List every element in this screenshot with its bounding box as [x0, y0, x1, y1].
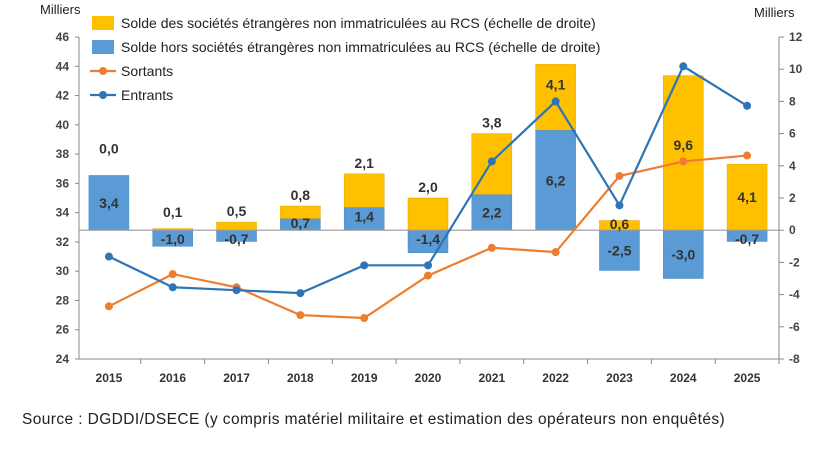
bar-label-other: -1,0: [161, 231, 185, 247]
left-tick-label: 32: [56, 235, 70, 249]
left-tick-label: 42: [56, 89, 70, 103]
legend-swatch: [92, 16, 114, 30]
point-entrants: [679, 62, 688, 71]
left-tick-label: 26: [56, 323, 70, 337]
point-sortants: [551, 248, 560, 257]
legend-label: Solde des sociétés étrangères non immatr…: [121, 15, 596, 31]
x-tick-label: 2019: [351, 371, 378, 385]
right-tick-label: 4: [789, 159, 796, 173]
left-tick-label: 38: [56, 147, 70, 161]
point-sortants: [168, 270, 177, 279]
left-axis-label: Milliers: [40, 2, 81, 17]
source-note: Source : DGDDI/DSECE (y compris matériel…: [22, 411, 726, 428]
bar-label-foreign: 0,1: [163, 204, 183, 220]
right-tick-label: 10: [789, 62, 803, 76]
point-entrants: [360, 261, 369, 270]
bar-label-other: 1,4: [354, 209, 374, 225]
bar-label-foreign: 0,0: [99, 140, 119, 156]
point-sortants: [296, 311, 305, 320]
point-entrants: [615, 201, 624, 210]
bar-label-other: -0,7: [735, 231, 759, 247]
right-tick-label: 2: [789, 191, 796, 205]
bar-foreign-solde: [726, 163, 768, 231]
right-tick-label: -8: [789, 352, 800, 366]
x-tick-label: 2020: [415, 371, 442, 385]
bar-foreign-solde: [216, 221, 257, 231]
bar-label-foreign: 4,1: [546, 76, 566, 92]
point-entrants: [487, 157, 496, 166]
bar-label-other: -1,4: [416, 231, 440, 247]
bar-foreign-solde: [407, 197, 449, 231]
legend-swatch: [92, 40, 114, 54]
point-entrants: [104, 252, 113, 261]
bar-label-other: 2,2: [482, 204, 502, 220]
point-entrants: [551, 97, 560, 106]
point-sortants: [487, 243, 496, 252]
x-tick-label: 2017: [223, 371, 250, 385]
bar-label-foreign: 4,1: [737, 189, 757, 205]
bar-label-other: -2,5: [607, 242, 631, 258]
bar-label-other: -3,0: [671, 246, 695, 262]
point-sortants: [615, 172, 624, 181]
x-tick-label: 2021: [478, 371, 505, 385]
x-tick-label: 2018: [287, 371, 314, 385]
left-tick-label: 34: [56, 206, 70, 220]
bar-label-other: 3,4: [99, 195, 119, 211]
right-tick-label: -4: [789, 288, 800, 302]
legend-label: Entrants: [121, 87, 173, 103]
right-tick-label: 6: [789, 127, 796, 141]
bar-other-solde: [88, 175, 130, 231]
x-tick-label: 2025: [734, 371, 761, 385]
point-entrants: [743, 101, 752, 110]
x-tick-label: 2022: [542, 371, 569, 385]
legend-label: Sortants: [121, 63, 173, 79]
legend-marker: [99, 67, 107, 75]
point-entrants: [232, 286, 241, 295]
bar-label-other: -0,7: [224, 231, 248, 247]
bar-foreign-solde: [535, 64, 576, 131]
left-tick-label: 36: [56, 176, 70, 190]
bar-label-foreign: 2,0: [418, 179, 438, 195]
bar-foreign-solde: [343, 173, 385, 208]
point-entrants: [296, 289, 305, 298]
right-axis-label: Milliers: [754, 5, 795, 20]
bar-other-solde: [471, 194, 513, 231]
right-tick-label: 0: [789, 223, 796, 237]
x-tick-label: 2015: [96, 371, 123, 385]
bar-other-solde: [663, 229, 704, 279]
point-entrants: [168, 283, 177, 292]
point-sortants: [424, 271, 432, 280]
left-tick-label: 46: [56, 30, 70, 44]
bar-label-other: 0,7: [291, 215, 311, 231]
bar-label-foreign: 2,1: [354, 155, 374, 171]
point-sortants: [679, 157, 688, 166]
point-sortants: [104, 302, 113, 311]
point-sortants: [743, 151, 752, 160]
legend-marker: [99, 91, 107, 99]
x-tick-label: 2016: [159, 371, 186, 385]
right-tick-label: 8: [789, 94, 796, 108]
left-tick-label: 28: [56, 293, 70, 307]
left-tick-label: 30: [56, 264, 70, 278]
right-tick-label: -6: [789, 320, 800, 334]
bar-label-foreign: 0,8: [291, 187, 311, 203]
point-entrants: [424, 261, 432, 270]
point-sortants: [360, 314, 369, 323]
bar-label-foreign: 0,6: [610, 216, 630, 232]
left-tick-label: 44: [56, 59, 70, 73]
right-tick-label: 12: [789, 30, 803, 44]
left-tick-label: 40: [56, 118, 70, 132]
x-tick-label: 2024: [670, 371, 697, 385]
left-tick-label: 24: [56, 352, 70, 366]
bar-label-foreign: 0,5: [227, 203, 247, 219]
legend-label: Solde hors sociétés étrangères non immat…: [121, 39, 600, 55]
right-tick-label: -2: [789, 255, 800, 269]
chart: 242628303234363840424446-8-6-4-202468101…: [40, 2, 803, 385]
bar-foreign-solde: [663, 75, 704, 231]
bar-label-other: 6,2: [546, 172, 566, 188]
bar-label-foreign: 3,8: [482, 115, 502, 131]
x-tick-label: 2023: [606, 371, 633, 385]
bar-other-solde: [535, 130, 576, 231]
bar-label-foreign: 9,6: [674, 137, 694, 153]
